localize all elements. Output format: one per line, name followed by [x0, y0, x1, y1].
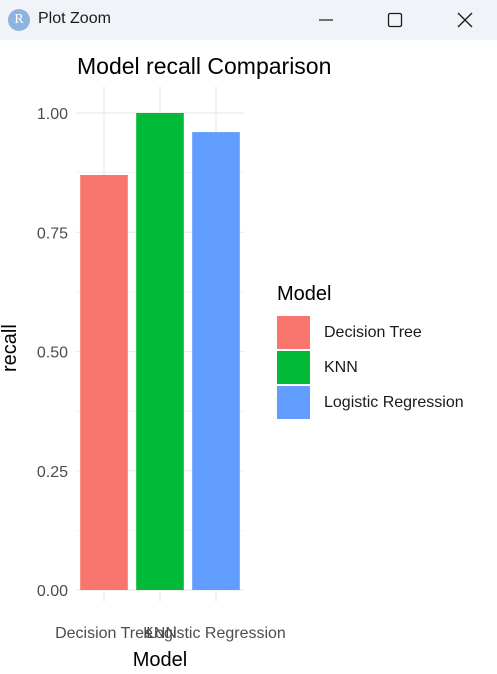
minimize-button[interactable]	[303, 0, 349, 40]
maximize-button[interactable]	[372, 0, 418, 40]
bar-logistic-regression	[192, 132, 240, 590]
legend-key-decision-tree	[277, 316, 310, 349]
bar-chart: 0.00 0.25 0.50 0.75 1.00 Decision TreeKNNLog…	[37, 86, 286, 642]
y-tick-label: 1.00	[37, 106, 68, 123]
bar-decision-tree	[80, 175, 128, 590]
y-axis-label: recall	[0, 324, 21, 372]
legend: Model Decision Tree KNN Logistic Regress…	[277, 283, 464, 420]
y-tick-label: 0.00	[37, 583, 68, 600]
legend-item-knn: KNN	[277, 350, 464, 385]
x-axis-label: Model	[132, 649, 188, 671]
y-tick-label: 0.25	[37, 464, 68, 481]
close-button[interactable]	[442, 0, 488, 40]
legend-label: KNN	[324, 358, 358, 376]
legend-item-decision-tree: Decision Tree	[277, 315, 464, 350]
x-tick-label: Logistic Regression	[146, 625, 286, 642]
legend-label: Decision Tree	[324, 323, 422, 341]
chart-title: Model recall Comparison	[77, 53, 332, 79]
window-title: Plot Zoom	[38, 10, 111, 27]
maximize-icon	[387, 12, 403, 28]
legend-key-knn	[277, 351, 310, 384]
legend-title: Model	[277, 283, 332, 305]
bar-knn	[136, 113, 184, 590]
legend-label: Logistic Regression	[324, 393, 464, 411]
close-icon	[457, 12, 473, 28]
legend-item-logistic-regression: Logistic Regression	[277, 385, 464, 420]
title-bar[interactable]: R Plot Zoom	[0, 0, 497, 40]
y-tick-label: 0.50	[37, 345, 68, 362]
r-app-icon: R	[8, 9, 30, 31]
y-tick-label: 0.75	[37, 225, 68, 242]
plot-canvas: 0.00 0.25 0.50 0.75 1.00 Decision Tree KNN Log…	[0, 40, 497, 674]
legend-key-logistic-regression	[277, 386, 310, 419]
x-tick-label: Decision Tree	[55, 625, 153, 642]
minimize-icon	[319, 19, 333, 21]
x-tick-label: KNN	[143, 625, 177, 642]
